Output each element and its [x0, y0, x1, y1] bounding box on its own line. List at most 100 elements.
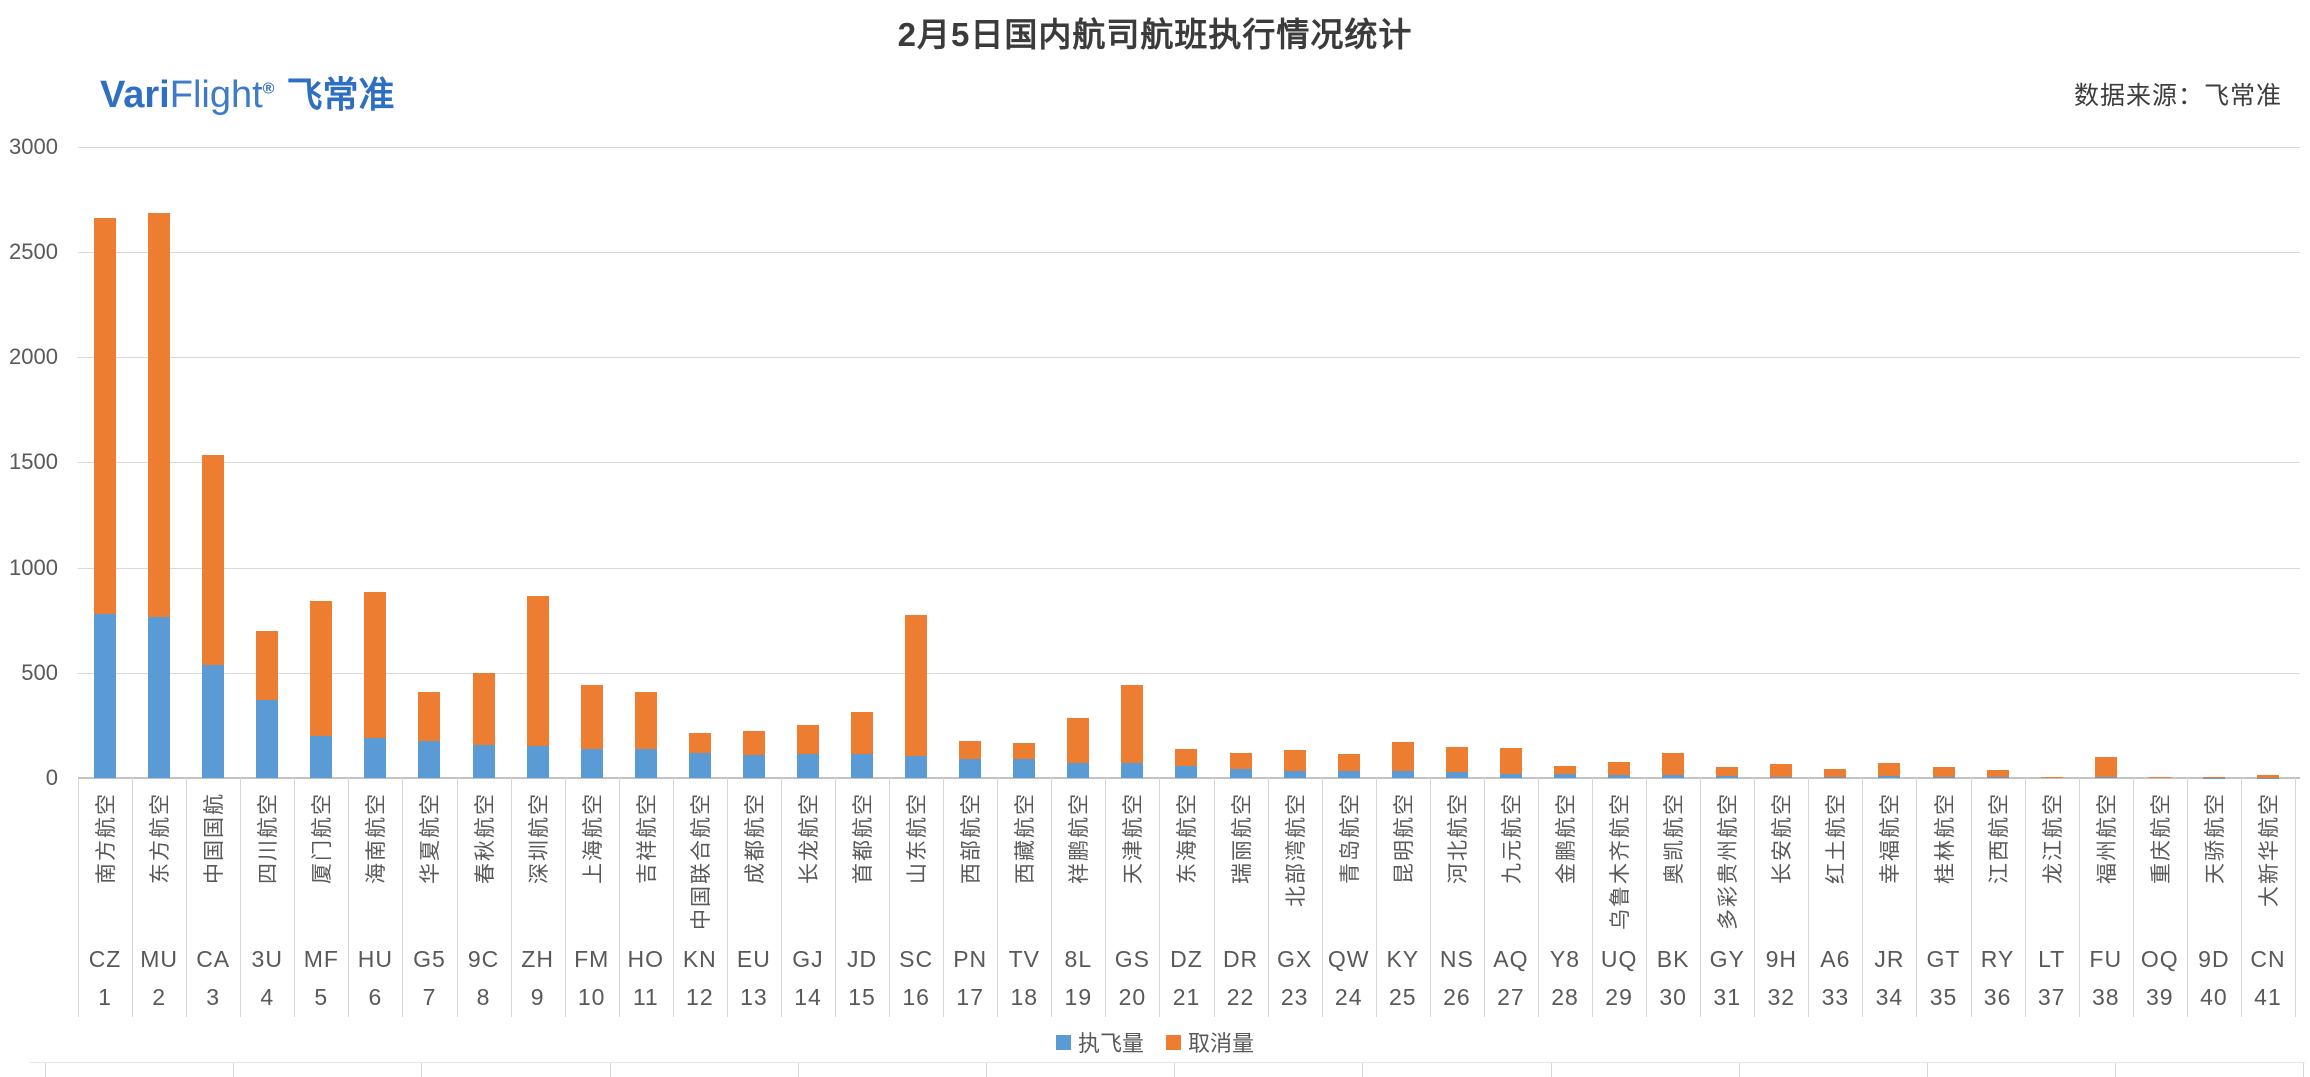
- bar-segment-cancelled-A6: [1824, 768, 1847, 777]
- bar-segment-executed-KY: [1391, 771, 1414, 778]
- airline-name-label: 重庆航空: [2149, 792, 2173, 884]
- airline-name-label: 桂林航空: [1933, 792, 1957, 884]
- variflight-logo: VariFlight® 飞常准: [100, 66, 394, 118]
- airline-rank-label: 12: [686, 984, 714, 1010]
- airline-code-label: HU: [357, 946, 393, 972]
- airline-rank-label: 26: [1443, 984, 1471, 1010]
- airline-rank-label: 11: [632, 984, 659, 1010]
- gridline: [78, 462, 2300, 464]
- airline-code-label: A6: [1820, 946, 1851, 972]
- airline-code-label: LT: [2038, 946, 2066, 972]
- logo-brand-cn: 飞常准: [286, 74, 395, 115]
- bar-segment-cancelled-ZH: [526, 596, 549, 747]
- y-axis-tick-label: 500: [21, 659, 58, 685]
- bar-segment-cancelled-MU: [148, 213, 171, 618]
- legend-label-executed: 执飞量: [1077, 1031, 1144, 1056]
- bar-segment-executed-AQ: [1499, 774, 1522, 778]
- bottom-ruler-tick: [233, 1062, 235, 1077]
- y-axis-tick-label: 2500: [9, 239, 58, 265]
- airline-code-label: ZH: [521, 946, 554, 972]
- airline-rank-label: 1: [98, 984, 112, 1010]
- airline-name-label: 南方航空: [95, 792, 119, 884]
- category-cell-border: [2024, 778, 2026, 1017]
- category-cell-border: [2132, 778, 2134, 1017]
- bar-segment-executed-DZ: [1175, 766, 1198, 778]
- bar-segment-executed-QW: [1337, 770, 1360, 778]
- bar-segment-executed-GS: [1121, 763, 1144, 778]
- category-cell-border: [1970, 778, 1972, 1017]
- airline-name-label: 北部湾航空: [1284, 792, 1308, 907]
- bar-segment-cancelled-3U: [256, 630, 279, 701]
- bar-segment-executed-A6: [1824, 776, 1847, 778]
- airline-code-label: GY: [1709, 946, 1745, 972]
- bottom-ruler-tick: [609, 1062, 611, 1077]
- airline-code-label: 8L: [1064, 946, 1093, 972]
- bottom-ruler-tick: [797, 1062, 799, 1077]
- airline-code-label: JR: [1874, 946, 1905, 972]
- category-cell-border: [1159, 778, 1161, 1017]
- gridline: [78, 357, 2300, 359]
- y-axis-tick-label: 1000: [9, 554, 58, 580]
- category-cell-border: [402, 778, 404, 1017]
- category-cell-border: [1700, 778, 1702, 1017]
- bottom-ruler-tick: [1362, 1062, 1364, 1077]
- airline-rank-label: 31: [1713, 984, 1742, 1010]
- category-cell-border: [997, 778, 999, 1017]
- airline-rank-label: 20: [1118, 984, 1147, 1010]
- bar-segment-cancelled-G5: [418, 691, 441, 742]
- airline-rank-label: 6: [368, 984, 383, 1010]
- bar-segment-executed-LT: [2040, 776, 2063, 778]
- bar-segment-cancelled-9D: [2202, 776, 2225, 778]
- bar-segment-executed-BK: [1662, 774, 1685, 778]
- airline-code-label: CZ: [88, 946, 122, 972]
- legend-swatch-cancelled-icon: [1166, 1034, 1181, 1050]
- airline-name-label: 河北航空: [1446, 792, 1470, 884]
- airline-code-label: KY: [1386, 946, 1420, 972]
- bar-segment-cancelled-FU: [2094, 756, 2117, 777]
- bar-segment-cancelled-SC: [905, 615, 928, 757]
- bar-segment-executed-FU: [2094, 776, 2117, 778]
- airline-rank-label: 34: [1875, 984, 1904, 1010]
- category-cell-border: [564, 778, 566, 1017]
- airline-name-label: 中国国航: [203, 792, 227, 884]
- category-cell-border: [889, 778, 891, 1017]
- airline-name-label: 厦门航空: [311, 792, 335, 884]
- airline-code-label: DZ: [1170, 946, 1203, 972]
- airline-rank-label: 7: [422, 984, 437, 1010]
- bar-segment-cancelled-AQ: [1499, 748, 1522, 774]
- category-cell-border: [348, 778, 350, 1017]
- y-axis-tick-label: 0: [45, 765, 58, 790]
- y-axis-tick-label: 1500: [9, 449, 58, 475]
- bar-segment-executed-Y8: [1554, 773, 1576, 778]
- airline-code-label: BK: [1656, 946, 1690, 972]
- category-cell-border: [1537, 778, 1539, 1017]
- airline-code-label: OQ: [2140, 946, 2179, 972]
- airline-name-label: 红土航空: [1825, 792, 1849, 884]
- legend-swatch-executed-icon: [1055, 1034, 1071, 1050]
- category-cell-border: [510, 778, 512, 1017]
- airline-name-label: 中国联合航空: [689, 792, 713, 930]
- airline-name-label: 奥凯航空: [1663, 792, 1687, 884]
- logo-brand-light: Flight: [169, 74, 263, 116]
- airline-rank-label: 32: [1767, 984, 1796, 1010]
- category-cell-border: [2240, 778, 2242, 1017]
- bar-segment-cancelled-CN: [2256, 775, 2279, 778]
- airline-name-label: 海南航空: [365, 792, 389, 884]
- category-cell-border: [943, 778, 945, 1017]
- airline-code-label: 9D: [2198, 946, 2230, 972]
- airline-rank-label: 35: [1929, 984, 1958, 1010]
- airline-code-label: GX: [1277, 946, 1313, 972]
- bar-segment-cancelled-DZ: [1175, 749, 1198, 767]
- bar-segment-executed-OQ: [2148, 777, 2171, 778]
- airline-name-label: 首都航空: [852, 792, 876, 884]
- bar-segment-executed-TV: [1013, 759, 1036, 778]
- bar-segment-cancelled-GX: [1283, 750, 1306, 771]
- airline-code-label: GJ: [792, 946, 824, 972]
- bar-segment-cancelled-GY: [1716, 766, 1739, 777]
- airline-rank-label: 33: [1821, 984, 1850, 1010]
- bar-segment-executed-HU: [364, 738, 387, 778]
- bottom-ruler-tick: [1174, 1062, 1176, 1077]
- airline-name-label: 幸福航空: [1879, 792, 1903, 884]
- bar-segment-cancelled-9H: [1770, 764, 1793, 777]
